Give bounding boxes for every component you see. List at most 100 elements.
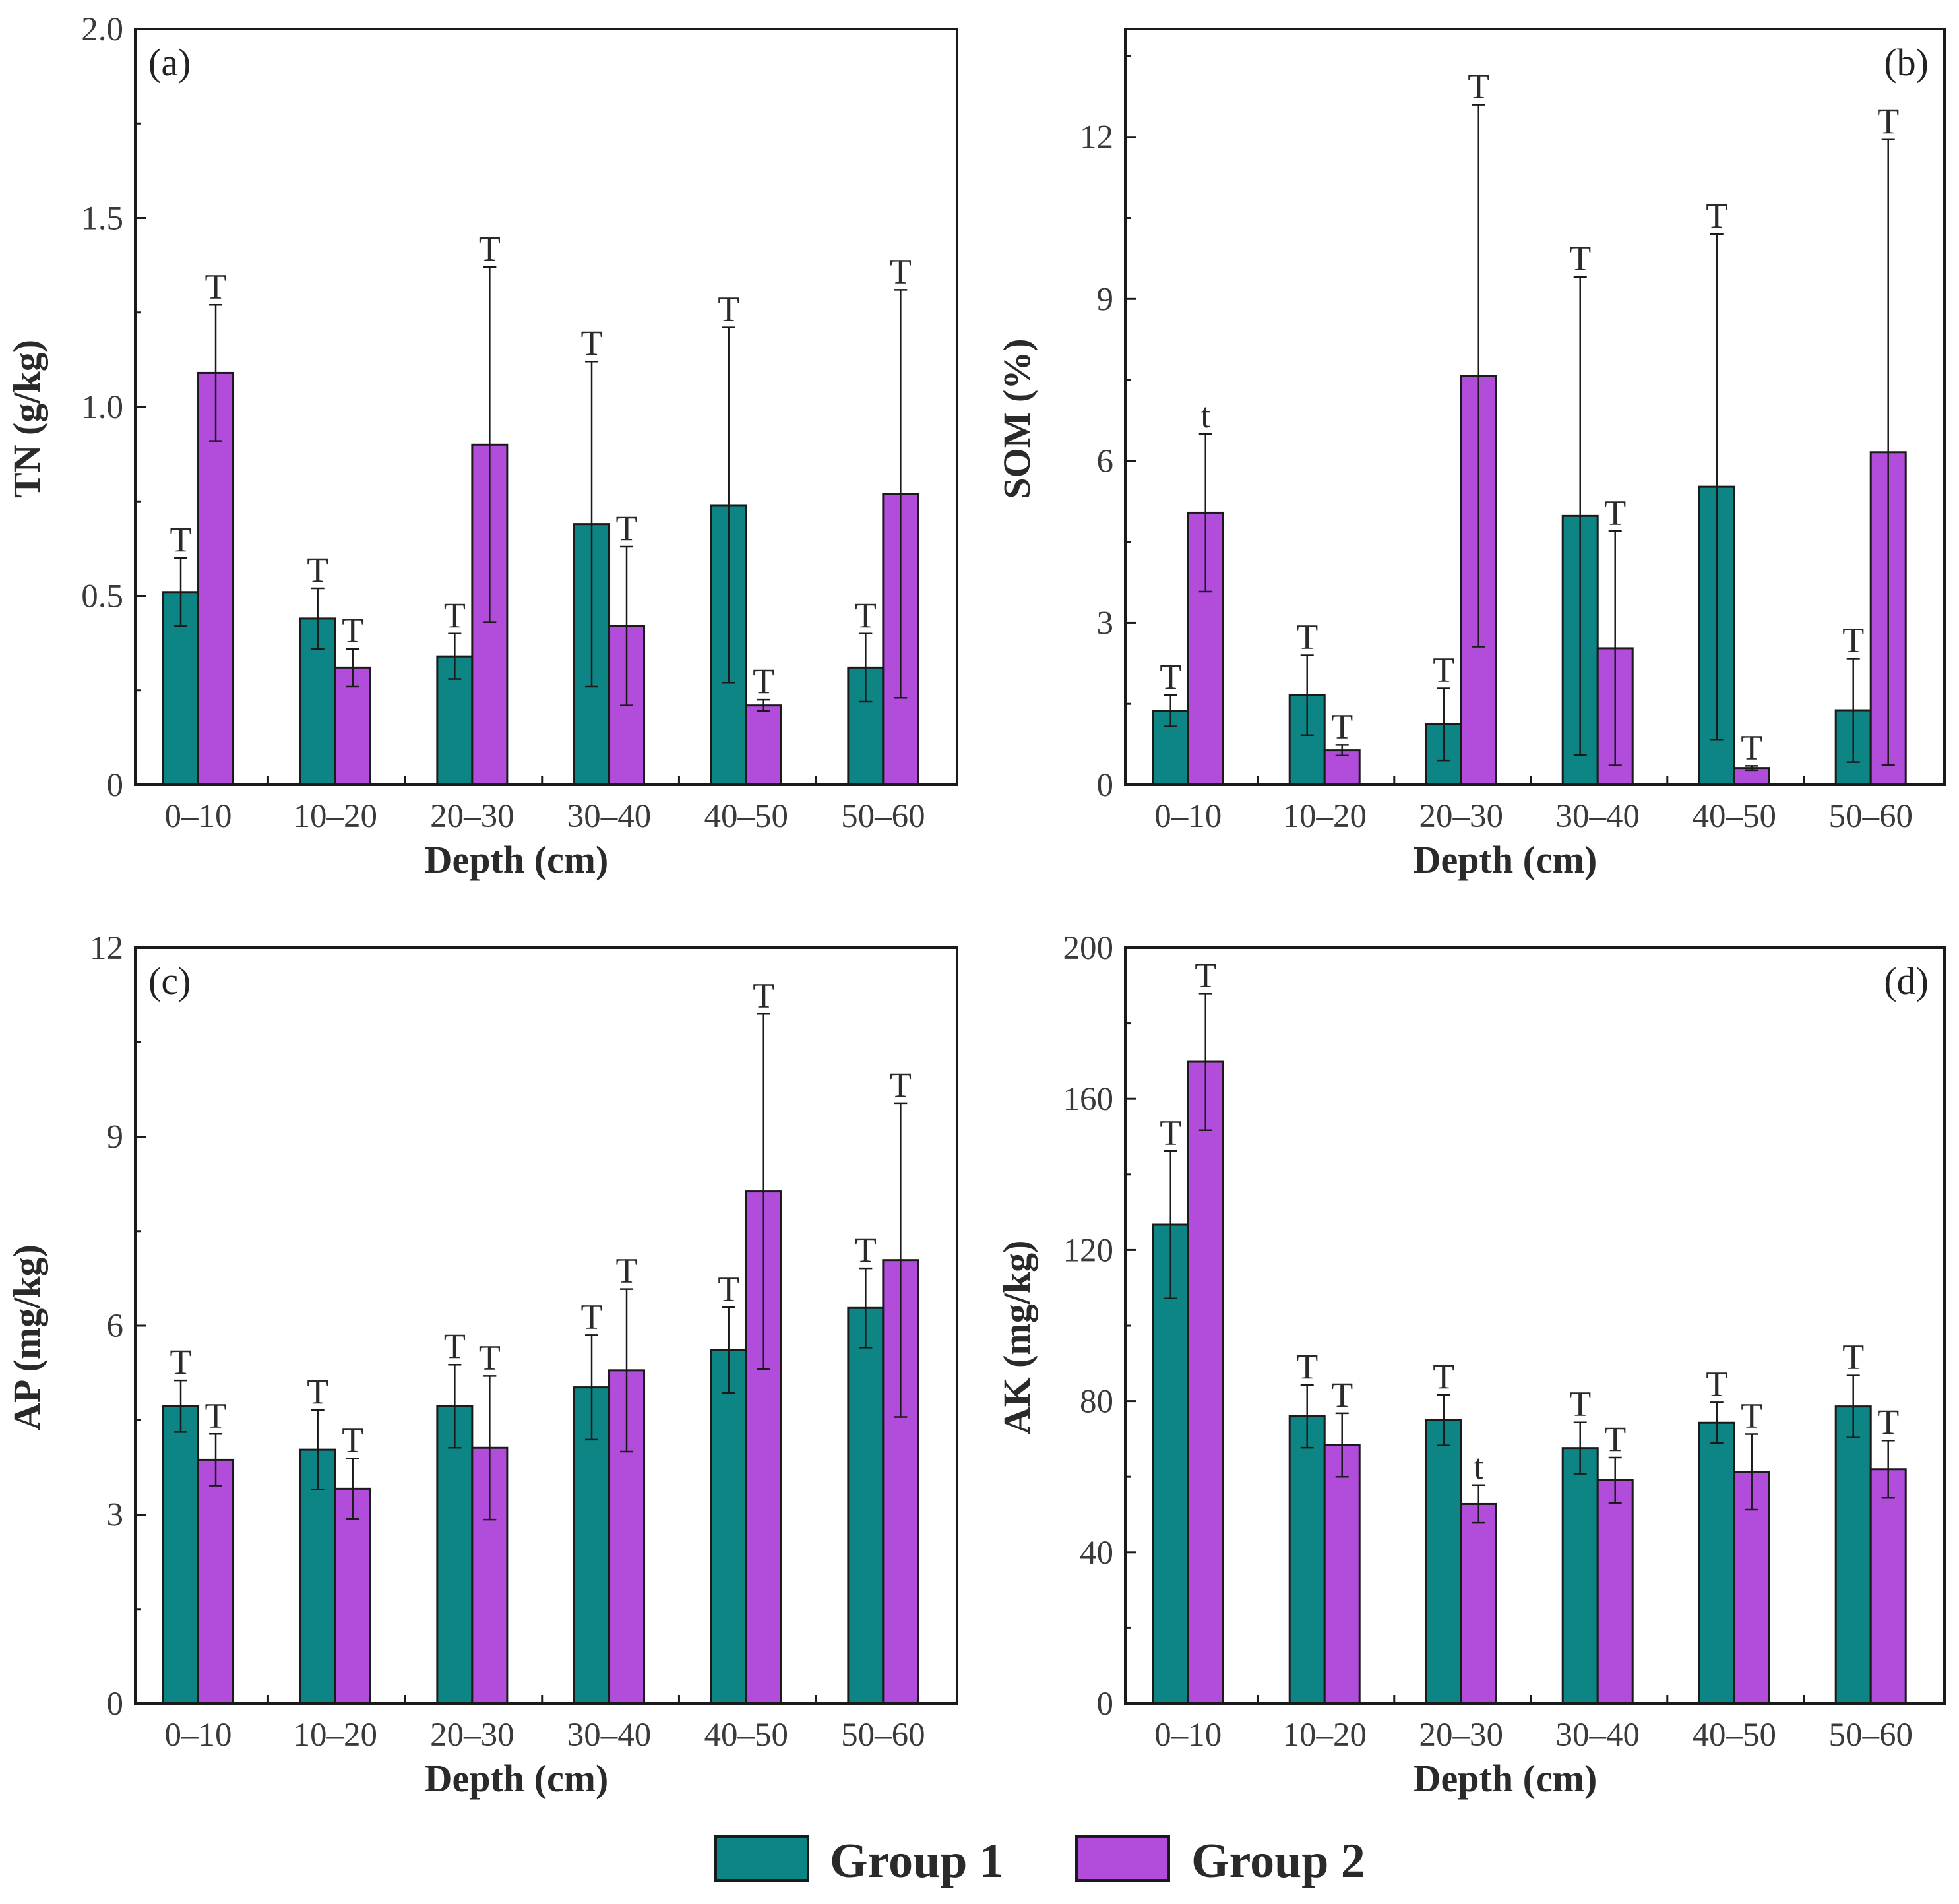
significance-label: T [1877,1402,1899,1442]
significance-label: T [170,1342,192,1382]
chart-panel-2: 0 3 6 9 12 0–10 10–20 20–30 30–40 40–50 50–60 Depth… [995,28,1946,881]
x-tick-label: 40–50 [704,798,788,835]
significance-label: T [479,1337,501,1377]
significance-label: T [307,1372,328,1411]
significance-label: T [1569,239,1591,278]
x-tick-label: 0–10 [165,1717,232,1754]
y-axis-title: SOM (%) [995,338,1038,499]
bar-group2 [745,1190,782,1705]
y-tick-label: 1.0 [81,389,123,426]
significance-label: T [1877,102,1899,141]
x-tick-label: 30–40 [567,1717,652,1754]
y-tick-label: 3 [1097,605,1114,642]
y-tick-label: 0 [107,1686,124,1723]
x-tick-label: 40–50 [704,1717,788,1754]
bar-group2 [1460,1502,1497,1705]
x-tick-label: 10–20 [293,798,377,835]
significance-label: t [1474,1447,1483,1487]
significance-label: T [1433,650,1454,689]
x-tick-label: 50–60 [841,1717,925,1754]
y-tick-label: 0.5 [81,578,123,615]
x-tick-label: 0–10 [1154,1717,1222,1754]
x-tick-label: 0–10 [1154,798,1222,835]
legend: Group 1 Group 2 [714,1834,1365,1888]
x-tick-label: 50–60 [1828,798,1913,835]
plot-frame [1124,28,1946,786]
significance-label: T [581,1297,603,1336]
y-axis-title: TN (g/kg) [5,340,48,498]
x-axis-title: Depth (cm) [425,1757,609,1800]
bar-group1 [1288,1415,1326,1705]
bar-group2 [745,704,782,786]
significance-label: T [342,611,363,650]
chart-panel-1: 0 0.5 1.0 1.5 2.0 0–10 10–20 20–30 30–40 40–50 50–… [5,11,958,881]
bar-group2 [197,1458,235,1705]
significance-label: T [307,550,328,590]
y-tick-label: 80 [1080,1384,1113,1421]
y-tick-label: 3 [107,1497,124,1534]
legend-swatch-group1 [714,1835,809,1882]
x-tick-label: 0–10 [165,798,232,835]
y-tick-label: 200 [1063,930,1114,967]
bar-group1 [710,1349,747,1705]
chart-panels: 0 0.5 1.0 1.5 2.0 0–10 10–20 20–30 30–40 40–50 50–… [5,11,1946,1800]
significance-label: T [890,1065,912,1105]
significance-label: T [1706,1364,1727,1403]
significance-label: T [342,1421,363,1460]
y-tick-label: 1.5 [81,200,123,237]
significance-label: T [718,1269,739,1308]
significance-label: T [1296,617,1318,657]
y-tick-label: 40 [1080,1535,1113,1572]
x-axis-title: Depth (cm) [425,838,609,881]
significance-label: T [1842,620,1864,660]
panel-label: (d) [1884,960,1929,1002]
x-tick-label: 40–50 [1692,798,1776,835]
y-tick-label: 9 [107,1119,124,1156]
significance-label: T [1296,1347,1318,1386]
x-tick-label: 10–20 [1282,1717,1367,1754]
y-tick-label: 120 [1063,1232,1114,1269]
y-tick-label: 6 [1097,443,1114,480]
legend-swatch-group2 [1075,1835,1170,1882]
panel-label: (c) [148,960,191,1002]
x-tick-label: 50–60 [841,798,925,835]
significance-label: T [1604,493,1626,532]
significance-label: T [855,596,877,635]
x-tick-label: 50–60 [1828,1717,1913,1754]
significance-label: T [1468,67,1489,106]
panel-label: (b) [1884,41,1929,84]
bar-group2 [1187,1060,1224,1705]
y-tick-label: 0 [1097,1686,1114,1723]
x-tick-label: 30–40 [1555,1717,1640,1754]
legend-label-group1: Group 1 [830,1834,1004,1888]
significance-label: T [855,1230,877,1270]
significance-label: T [1331,706,1353,746]
bar-group2 [334,1487,371,1705]
x-tick-label: 10–20 [1282,798,1367,835]
significance-label: T [1569,1384,1591,1424]
x-tick-label: 10–20 [293,1717,377,1754]
significance-label: T [444,596,466,635]
significance-label: T [479,229,501,268]
x-tick-label: 30–40 [1555,798,1640,835]
significance-label: T [890,251,912,291]
y-tick-label: 6 [107,1308,124,1345]
plot-frame [1124,946,1946,1705]
significance-label: T [205,1396,227,1435]
significance-label: T [1741,727,1762,767]
x-tick-label: 20–30 [1419,1717,1503,1754]
y-tick-label: 12 [90,930,123,967]
x-tick-label: 20–30 [1419,798,1503,835]
bar-group2 [1596,1479,1634,1705]
significance-label: T [718,290,739,329]
chart-panel-4: 0 40 80 120 160 200 0–10 10–20 20–30 30–40 40–50 50… [995,930,1946,1800]
significance-label: T [1195,955,1216,995]
bar-group1 [1834,1405,1872,1705]
y-tick-label: 9 [1097,281,1114,318]
significance-label: T [444,1326,466,1366]
y-tick-label: 2.0 [81,11,123,48]
y-tick-label: 0 [1097,767,1114,804]
significance-label: T [616,508,638,548]
y-axis-title: AK (mg/kg) [995,1241,1038,1435]
